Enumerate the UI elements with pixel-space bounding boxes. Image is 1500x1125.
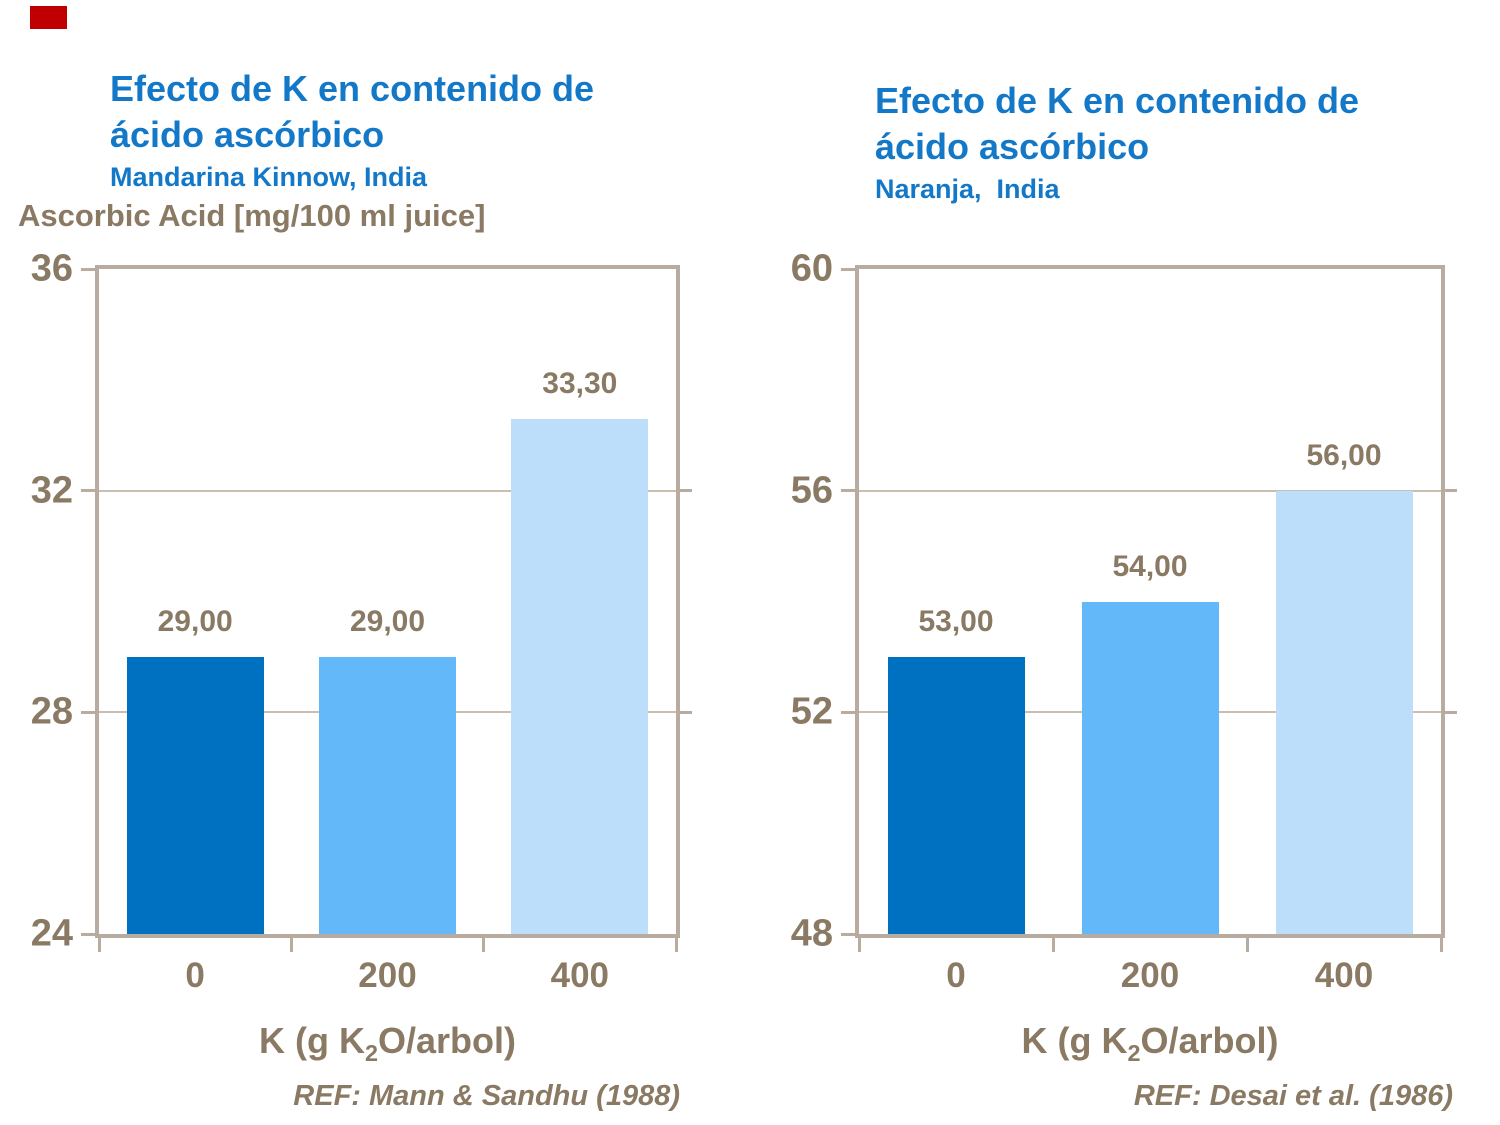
x-tick-label: 400 — [1314, 956, 1374, 995]
bar-value-label: 56,00 — [1306, 438, 1382, 472]
y-tick-label: 24 — [30, 912, 73, 955]
x-axis-title-text: K (g K — [258, 1020, 365, 1061]
x-axis-title-subscript: 2 — [364, 1040, 378, 1067]
y-tick-label: 56 — [790, 469, 833, 512]
y-tick-mark — [841, 710, 855, 714]
x-axis-title: K (g K2O/arbol) — [855, 1020, 1445, 1067]
y-tick-mark — [81, 710, 95, 714]
plot-area: 48 52 56 60 53,00 0 54,00 200 56,00 400 — [791, 248, 1457, 995]
chart-title: Efecto de K en contenido de ácido ascórb… — [875, 80, 1360, 168]
x-tick-mark — [97, 938, 101, 952]
y-tick-mark — [680, 710, 692, 714]
chart-panel-naranja: Efecto de K en contenido de ácido ascórb… — [791, 80, 1457, 1112]
chart-panel-mandarina: Efecto de K en contenido de ácido ascórb… — [18, 68, 692, 1112]
reference-text: REF: Mann & Sandhu (1988) — [293, 1080, 680, 1112]
chart-subtitle: Mandarina Kinnow, India — [110, 162, 428, 192]
x-tick-label: 400 — [550, 956, 610, 995]
x-tick-mark — [289, 938, 293, 952]
x-tick-mark — [482, 938, 486, 952]
y-tick-mark — [1445, 489, 1457, 493]
y-tick-label: 52 — [790, 690, 833, 733]
y-tick-mark — [841, 932, 855, 936]
x-tick-label: 0 — [946, 956, 966, 995]
x-tick-mark — [1439, 938, 1443, 952]
y-tick-mark — [841, 267, 855, 271]
x-tick-mark — [857, 938, 861, 952]
y-tick-mark — [680, 489, 692, 493]
bar — [1275, 490, 1413, 934]
plot-area: 24 28 32 36 29,00 0 29,00 200 33,30 400 — [31, 248, 692, 995]
y-tick-mark — [81, 932, 95, 936]
y-tick-label: 36 — [30, 247, 73, 290]
bar — [1081, 601, 1219, 934]
y-tick-label: 32 — [30, 469, 73, 512]
y-tick-mark — [1445, 710, 1457, 714]
y-tick-label: 48 — [790, 912, 833, 955]
y-tick-mark — [81, 267, 95, 271]
bar-value-label: 29,00 — [349, 604, 426, 638]
x-tick-label: 200 — [1120, 956, 1180, 995]
x-axis-title-subscript: 2 — [1127, 1040, 1141, 1067]
bar-value-label: 53,00 — [918, 604, 994, 638]
x-tick-label: 200 — [358, 956, 417, 995]
reference-text: REF: Desai et al. (1986) — [1133, 1080, 1453, 1112]
bar-value-label: 29,00 — [157, 604, 233, 638]
bar — [887, 656, 1025, 934]
x-axis-title: K (g K2O/arbol) — [95, 1020, 680, 1067]
gridline — [99, 489, 676, 492]
x-axis-title-text: K (g K — [1021, 1020, 1128, 1061]
x-tick-mark — [1051, 938, 1055, 952]
y-tick-label: 60 — [790, 247, 833, 290]
bar-value-label: 54,00 — [1112, 549, 1188, 583]
red-corner-accent — [30, 6, 67, 29]
bar — [511, 418, 649, 934]
gridline — [859, 489, 1441, 492]
x-axis-title-text: O/arbol) — [377, 1020, 516, 1061]
y-tick-mark — [81, 489, 95, 493]
x-tick-mark — [1245, 938, 1249, 952]
y-axis-title: Ascorbic Acid [mg/100 ml juice] — [18, 198, 486, 233]
bar — [126, 656, 264, 934]
x-axis-title-text: O/arbol) — [1140, 1020, 1279, 1061]
bar — [319, 656, 456, 934]
y-tick-label: 28 — [30, 690, 73, 733]
chart-subtitle: Naranja, India — [875, 174, 1060, 204]
bar-value-label: 33,30 — [542, 366, 618, 400]
x-tick-label: 0 — [185, 956, 205, 995]
y-tick-mark — [841, 489, 855, 493]
x-tick-mark — [674, 938, 678, 952]
chart-title: Efecto de K en contenido de ácido ascórb… — [110, 68, 595, 156]
